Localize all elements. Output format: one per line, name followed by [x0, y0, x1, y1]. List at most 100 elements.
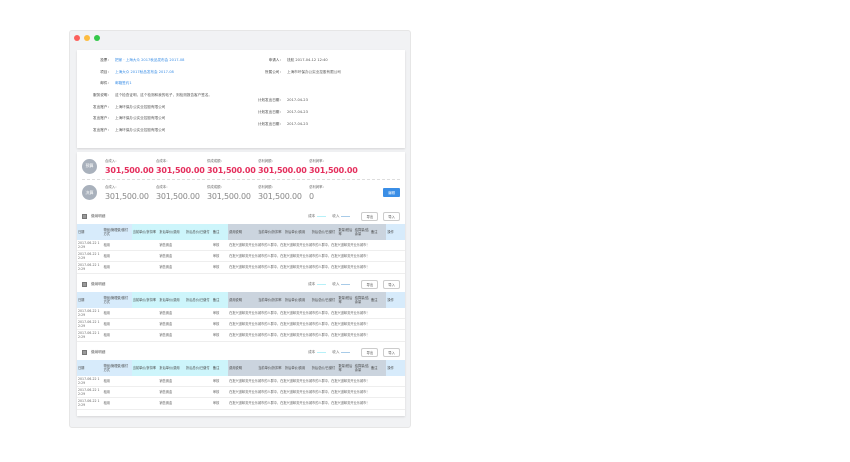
info-value[interactable]: 把家 · 上海大众 2017秋品发布会 2017-08 — [115, 58, 185, 62]
info-label: 申请人： — [268, 58, 283, 62]
metric-label: 合成入： — [105, 158, 119, 163]
column-header: 折后单价/费用 — [283, 223, 311, 240]
table-row: 2017-06-22 12:29 租用 销售佣金 审核 在批兴道邮务开业乐城市的人群中，… — [77, 375, 405, 387]
summary-metric: 合成本： 301,500.00 — [156, 184, 207, 201]
column-header: 备注 — [370, 291, 387, 308]
table-row: 2017-06-22 12:29 租用 销售佣金 审核 在批兴道邮务开业乐城市的人群中，… — [77, 329, 405, 342]
window-minimize-button[interactable] — [84, 35, 90, 41]
import-button[interactable]: 导入 — [383, 280, 400, 290]
collapse-checkbox-icon[interactable] — [82, 350, 87, 356]
table-cell: 销售佣金 — [158, 375, 212, 387]
table-cell: 2017-06-22 12:29 — [77, 329, 103, 342]
export-button[interactable]: 导出 — [361, 280, 379, 290]
info-label: 发出账户： — [93, 104, 111, 109]
table-cell: 2017-06-22 12:29 — [77, 261, 103, 274]
legend-line-cost — [317, 216, 327, 218]
collapse-checkbox-icon[interactable] — [82, 214, 87, 220]
column-header: 当前单价/折扣率 — [131, 291, 159, 308]
table-cell: 审核 — [211, 329, 229, 342]
info-label: 所属公司： — [265, 69, 283, 74]
metric-value: 301,500.00 — [258, 165, 307, 175]
payment-table: 日期 物品/管理费/缴付方式 当前单价/折扣率 折后单价/费用 折后总价/已缴付 备注 费用… — [77, 291, 405, 342]
column-header: 操作 — [386, 223, 405, 240]
column-header: 物品/管理费/缴付方式 — [102, 291, 132, 308]
table-cell: 审核 — [211, 397, 229, 410]
edit-button[interactable]: 编辑 — [383, 188, 400, 198]
column-header: 结算量/结余量 — [353, 223, 371, 240]
column-header: 折后单价/费用 — [158, 359, 186, 376]
collapse-checkbox-icon[interactable] — [82, 282, 87, 288]
info-label: 邮件： — [100, 81, 111, 86]
table-cell: 审核 — [211, 307, 229, 319]
table-cell: 销售佣金 — [158, 386, 212, 399]
table-header-row: 日期 物品/管理费/缴付方式 当前单价/折扣率 折后单价/费用 折后总价/已缴付 备注 费用… — [77, 359, 405, 376]
table-cell: 租用 — [102, 397, 159, 410]
legend-label: 收入 — [332, 350, 340, 355]
info-row: 发出账户： 上海环保办公实业控股有限公司 — [83, 105, 237, 110]
info-value: 2017-04-23 — [287, 110, 308, 115]
column-header: 折后总价/已缴付 — [185, 223, 212, 240]
info-label: 计划发出日期： — [257, 110, 283, 115]
column-header: 费用说明 — [228, 359, 258, 376]
column-header: 折后总价/已缴付 — [185, 291, 212, 308]
metric-label: 总利润率： — [309, 158, 326, 163]
column-header: 折后单价/费用 — [283, 291, 311, 308]
export-button[interactable]: 导出 — [361, 348, 379, 358]
summary-badge: 预算 — [82, 158, 97, 174]
metric-value: 301,500.00 — [156, 192, 200, 202]
legend-label: 成本 — [308, 350, 316, 355]
table-header-row: 日期 物品/管理费/缴付方式 当前单价/折扣率 折后单价/费用 折后总价/已缴付 备注 费用… — [77, 223, 405, 240]
import-button[interactable]: 导入 — [383, 212, 400, 222]
table-cell: 销售佣金 — [158, 397, 212, 410]
column-header: 费用说明 — [228, 223, 258, 240]
info-right-column: 申请人： 钱航 2017-04-12 12:40 所属公司： 上海市环保办公实业控股有… — [245, 58, 399, 140]
metric-value: 301,500.00 — [207, 192, 251, 202]
info-label: 投票： — [100, 58, 111, 62]
legend-cost: 成本 — [308, 282, 327, 287]
column-header: 备注 — [211, 223, 229, 240]
info-value: 钱航 2017-04-12 12:40 — [287, 58, 328, 62]
table-cell: 在批兴道邮务开业乐城市的人群中，在批兴道邮务开业乐城市的人群中，在批兴道邮务开业… — [228, 386, 405, 399]
column-header: 当前单价/折扣率 — [257, 359, 284, 376]
legend-label: 成本 — [308, 214, 316, 219]
window-close-button[interactable] — [74, 35, 80, 41]
window-maximize-button[interactable] — [94, 35, 100, 41]
info-value: 2017-04-23 — [287, 121, 308, 126]
column-header: 折后总价/已缴付 — [310, 359, 338, 376]
column-header: 备注 — [370, 359, 387, 376]
info-row: 投票： 把家 · 上海大众 2017秋品发布会 2017-08 — [83, 58, 237, 63]
legend-cost: 成本 — [308, 214, 327, 219]
column-header: 折后总价/已缴付 — [185, 359, 212, 376]
table-cell: 2017-06-22 12:29 — [77, 307, 103, 319]
table-cell: 2017-06-22 12:29 — [77, 386, 103, 399]
info-left-column: 投票： 把家 · 上海大众 2017秋品发布会 2017-08 项目： 上海大众 20… — [83, 58, 237, 140]
summary-row: 决算 合成入： 301,500.00 合成本： 301,500.00 供成成额： 301,5… — [82, 180, 400, 206]
metric-label: 总利润额： — [258, 158, 275, 163]
export-button[interactable]: 导出 — [361, 212, 379, 222]
table-cell: 销售佣金 — [158, 329, 212, 342]
column-header: 备注 — [211, 291, 229, 308]
column-header: 折后总价/已缴付 — [310, 223, 338, 240]
column-header: 折后单价/费用 — [158, 291, 186, 308]
import-button[interactable]: 导入 — [383, 348, 400, 358]
metric-value: 301,500.00 — [156, 165, 205, 175]
legend-income: 收入 — [332, 282, 351, 287]
info-value[interactable]: 上海大众 2017秋品发布会 2017-08 — [115, 69, 174, 74]
column-header: 当前单价/折扣率 — [131, 223, 159, 240]
payment-detail-section: 缴纳明细 成本 收入 导出 导入 日期 物品/管理费/缴付方式 当前单价/折扣率 折后单价/费用… — [77, 210, 405, 274]
info-row: 发出账户： 上海环保办公实业控股有限公司 — [83, 128, 237, 133]
payment-table: 日期 物品/管理费/缴付方式 当前单价/折扣率 折后单价/费用 折后总价/已缴付 备注 费用… — [77, 359, 405, 410]
column-header: 备注 — [370, 223, 387, 240]
summary-metric: 总利润额： 301,500.00 — [258, 184, 309, 201]
column-header: 数量/税后率 — [337, 291, 354, 308]
info-label: 发出账户： — [93, 128, 111, 133]
metric-label: 合成入： — [105, 185, 119, 190]
info-value[interactable]: 邮箱签约1 — [115, 81, 132, 86]
summary-metric: 合成本： 301,500.00 — [156, 158, 207, 175]
metric-value: 301,500.00 — [105, 165, 154, 175]
info-row: 发出账户： 上海环保办公实业控股有限公司 — [83, 116, 237, 121]
request-info-card: 投票： 把家 · 上海大众 2017秋品发布会 2017-08 项目： 上海大众 20… — [77, 50, 405, 148]
table-row: 2017-06-22 12:29 租用 销售佣金 审核 在批兴道邮务开业乐城市的人群中，… — [77, 318, 405, 331]
info-value: 上海环保办公实业控股有限公司 — [115, 116, 166, 121]
info-label: 发出账户： — [93, 116, 111, 121]
